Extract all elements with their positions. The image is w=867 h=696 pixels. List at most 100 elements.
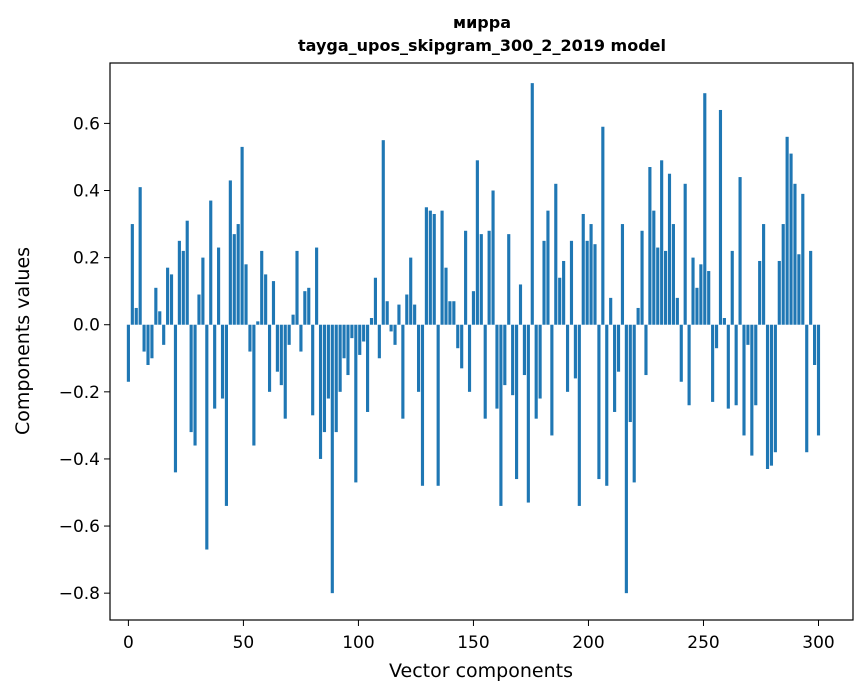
bar (381, 140, 385, 325)
bar (260, 250, 264, 325)
bar (577, 324, 581, 506)
bar (522, 324, 526, 376)
bar (209, 200, 213, 325)
bar (397, 304, 401, 325)
bar (283, 324, 287, 419)
bar (350, 324, 354, 339)
bar (722, 318, 726, 325)
bar (526, 324, 530, 503)
bar (491, 190, 495, 325)
bar (224, 324, 228, 506)
bar (405, 294, 409, 325)
bar (452, 301, 456, 325)
bar (311, 324, 315, 416)
bar (707, 271, 711, 325)
bar (813, 324, 817, 365)
y-tick-label: −0.8 (59, 584, 100, 604)
bar (554, 183, 558, 325)
bar (252, 324, 256, 446)
bar (507, 234, 511, 325)
bar (569, 240, 574, 325)
bar (601, 126, 605, 325)
bar (205, 324, 209, 550)
x-axis-ticks: 0 50 100 150 200 250 300 (123, 620, 835, 653)
bar (550, 324, 554, 436)
bar (279, 324, 283, 386)
bar (315, 247, 319, 325)
bar (809, 250, 813, 325)
bar (675, 297, 679, 325)
bar (613, 324, 617, 412)
bar (193, 324, 197, 446)
bar (656, 247, 660, 325)
bar (593, 244, 597, 325)
bar (299, 324, 303, 352)
bar (754, 324, 758, 406)
bar (471, 291, 476, 325)
bar (479, 234, 483, 325)
y-tick-label: 0.2 (73, 249, 100, 269)
bars-group (126, 83, 821, 594)
bar (130, 224, 134, 325)
bar (609, 297, 613, 325)
bar (652, 210, 656, 325)
bar (256, 321, 260, 325)
bar (173, 324, 178, 473)
bar (326, 324, 330, 399)
bar (726, 324, 730, 409)
bar (409, 257, 413, 325)
bar (232, 234, 236, 325)
bar (628, 324, 632, 423)
bar (781, 224, 785, 325)
bar (307, 287, 311, 325)
bar (605, 324, 609, 486)
bar (169, 274, 174, 325)
bar (373, 277, 377, 325)
y-axis-label: Components values (12, 247, 34, 435)
bar (432, 213, 436, 325)
bar (464, 230, 468, 325)
y-axis-ticks: −0.8 −0.6 −0.4 −0.2 0.0 0.2 0.4 0.6 (59, 114, 110, 604)
bar (362, 324, 366, 342)
bar (648, 167, 652, 325)
bar (762, 224, 766, 325)
bar (518, 284, 523, 325)
bar (291, 314, 295, 325)
bar (546, 210, 550, 325)
bar (126, 324, 130, 382)
bar (769, 324, 774, 466)
bar (181, 250, 185, 325)
bar (416, 324, 421, 392)
x-tick-label: 300 (802, 633, 834, 653)
bar (158, 311, 162, 325)
bar (318, 324, 323, 459)
bar (573, 324, 577, 379)
bar (487, 230, 491, 325)
bar (197, 294, 201, 325)
bar (765, 324, 770, 469)
bar (150, 324, 154, 359)
bar (369, 318, 374, 325)
bar (354, 324, 358, 483)
x-tick-label: 50 (233, 633, 255, 653)
bar (558, 277, 562, 325)
bar (616, 324, 621, 372)
bar (467, 324, 472, 392)
bar (746, 324, 750, 345)
bar (695, 287, 699, 325)
bar (801, 193, 805, 325)
bar (377, 324, 381, 359)
y-tick-label: 0.4 (73, 182, 100, 202)
bar (687, 324, 691, 406)
x-tick-label: 100 (342, 633, 374, 653)
bar (640, 230, 644, 325)
bar (738, 177, 742, 325)
x-tick-label: 250 (687, 633, 719, 653)
bar (334, 324, 338, 433)
bar (217, 247, 221, 325)
bar (248, 324, 252, 352)
bar (660, 160, 664, 325)
bar (636, 307, 640, 325)
bar (805, 324, 809, 453)
